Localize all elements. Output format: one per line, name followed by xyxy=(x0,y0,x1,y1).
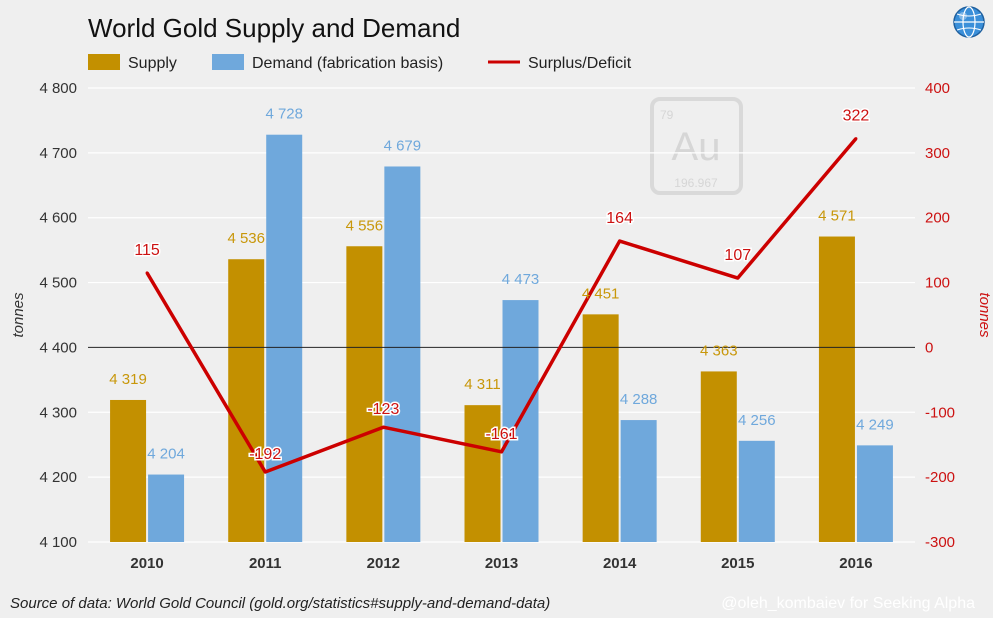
bar-supply xyxy=(228,259,265,542)
y-tick-label-left: 4 500 xyxy=(39,275,77,292)
axis-ticks: 4 100 4 200 4 300 4 400 4 500 4 600 4 700 4 800… xyxy=(39,80,955,572)
chart-title: World Gold Supply and Demand xyxy=(88,13,460,43)
legend-label-surplus: Surplus/Deficit xyxy=(528,55,632,72)
y-tick-label-left: 4 800 xyxy=(39,80,77,97)
surplus-line xyxy=(145,137,858,474)
bar-demand xyxy=(266,134,303,542)
legend-swatch-supply xyxy=(88,54,120,70)
data-label-supply: 4 363 xyxy=(700,342,738,359)
data-labels: 4 319 4 204 4 536 4 728 4 556 4 679 4 311 4 473… xyxy=(109,106,894,465)
data-label-surplus: 107 xyxy=(724,247,751,264)
data-label-demand: 4 728 xyxy=(265,106,303,123)
y-tick-label-right: -300 xyxy=(925,534,955,551)
surplus-point xyxy=(736,276,740,280)
surplus-point xyxy=(381,425,385,429)
y-tick-label-left: 4 600 xyxy=(39,210,77,227)
surplus-point xyxy=(145,271,149,275)
data-label-demand: 4 288 xyxy=(620,391,658,408)
surplus-point xyxy=(854,137,858,141)
y-axis-title-left: tonnes xyxy=(10,292,27,338)
data-label-demand: 4 256 xyxy=(738,412,776,429)
bar-demand xyxy=(738,440,775,542)
bar-supply xyxy=(464,405,501,542)
bars xyxy=(110,134,893,542)
surplus-point xyxy=(500,450,503,454)
data-label-demand: 4 204 xyxy=(147,446,185,463)
bar-demand xyxy=(148,474,185,542)
source-note: Source of data: World Gold Council (gold… xyxy=(10,595,550,612)
y-tick-label-right: -100 xyxy=(925,404,955,421)
data-label-demand: 4 249 xyxy=(856,416,894,433)
bar-supply xyxy=(346,246,383,542)
x-tick-label: 2015 xyxy=(721,555,754,572)
x-tick-label: 2011 xyxy=(249,555,282,572)
data-label-supply: 4 319 xyxy=(109,371,147,388)
watermark-atomic-number: 79 xyxy=(660,108,674,122)
y-axis-title-right: tonnes xyxy=(976,292,993,338)
data-label-demand: 4 473 xyxy=(502,271,540,288)
bar-supply xyxy=(110,399,147,542)
x-tick-label: 2016 xyxy=(839,555,872,572)
x-tick-label: 2014 xyxy=(603,555,637,572)
legend-label-supply: Supply xyxy=(128,55,177,72)
y-tick-label-left: 4 400 xyxy=(39,339,77,356)
data-label-surplus: -192 xyxy=(249,446,281,463)
bar-demand xyxy=(620,420,657,542)
watermark-atomic-mass: 196.967 xyxy=(674,176,718,190)
y-tick-label-right: -200 xyxy=(925,469,955,486)
y-tick-label-left: 4 700 xyxy=(39,145,77,162)
bar-demand xyxy=(384,166,421,542)
bar-supply xyxy=(818,236,855,542)
data-label-surplus: -123 xyxy=(367,401,399,418)
data-label-supply: 4 536 xyxy=(227,230,265,247)
x-tick-label: 2012 xyxy=(367,555,400,572)
data-label-surplus: 115 xyxy=(134,242,160,259)
y-tick-label-right: 400 xyxy=(925,80,950,97)
data-label-supply: 4 571 xyxy=(818,208,856,225)
bar-supply xyxy=(582,314,619,542)
y-tick-label-right: 0 xyxy=(925,339,933,356)
y-tick-label-left: 4 100 xyxy=(39,534,77,551)
data-label-surplus: -161 xyxy=(485,426,517,443)
author-credit: @oleh_kombaiev for Seeking Alpha xyxy=(721,595,975,612)
y-tick-label-right: 100 xyxy=(925,275,950,292)
data-label-demand: 4 679 xyxy=(384,137,422,154)
surplus-point xyxy=(618,239,622,243)
legend-swatch-demand xyxy=(212,54,244,70)
legend: Supply Demand (fabrication basis) Surplu… xyxy=(88,54,632,72)
x-tick-label: 2010 xyxy=(130,555,163,572)
bar-demand xyxy=(856,445,893,542)
x-tick-label: 2013 xyxy=(485,555,518,572)
data-label-surplus: 322 xyxy=(843,108,870,125)
gold-element-watermark: 79 Au 196.967 xyxy=(650,97,743,195)
data-label-surplus: 164 xyxy=(606,210,633,227)
bar-supply xyxy=(700,371,737,542)
data-label-supply: 4 311 xyxy=(464,376,500,393)
y-tick-label-right: 200 xyxy=(925,210,950,227)
gridlines xyxy=(88,87,915,543)
y-tick-label-right: 300 xyxy=(925,145,950,162)
surplus-point xyxy=(263,470,267,474)
globe-icon xyxy=(953,6,985,38)
y-tick-label-left: 4 300 xyxy=(39,404,77,421)
watermark-symbol: Au xyxy=(672,125,721,169)
data-label-supply: 4 556 xyxy=(346,217,384,234)
data-label-supply: 4 451 xyxy=(582,285,620,302)
y-tick-label-left: 4 200 xyxy=(39,469,77,486)
legend-label-demand: Demand (fabrication basis) xyxy=(252,55,443,72)
